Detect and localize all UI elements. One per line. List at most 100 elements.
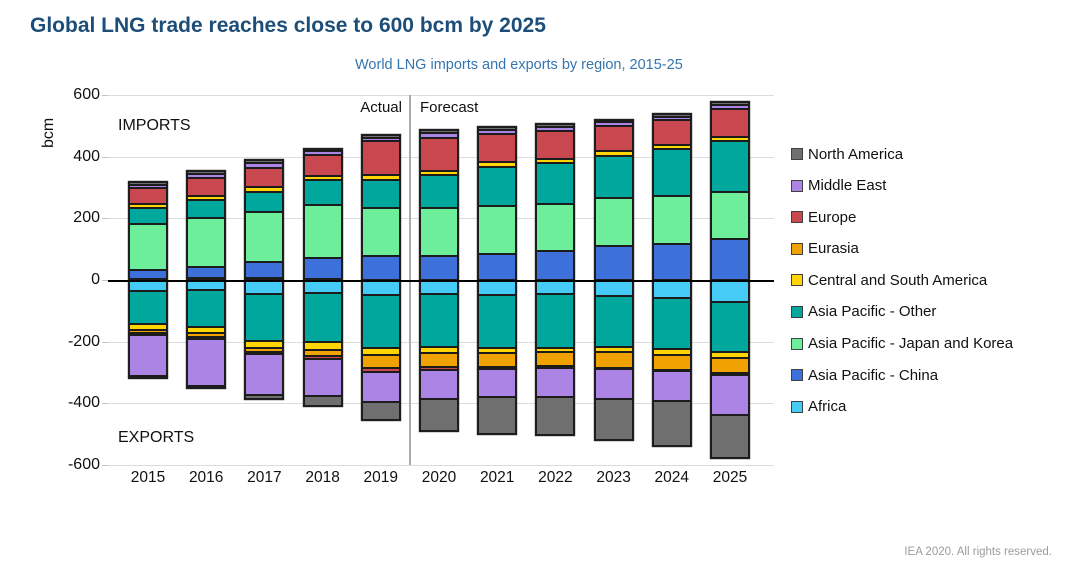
bar-segment-import [536, 163, 575, 204]
bar-segment-import [478, 206, 517, 255]
bar-segment-import [536, 127, 575, 132]
legend-item: Asia Pacific - China [791, 364, 1013, 386]
bar-segment-import [129, 188, 167, 204]
legend-swatch [791, 274, 803, 287]
bar-segment-import [594, 119, 633, 123]
legend-item: Europe [791, 206, 1013, 228]
bar-segment-export [245, 294, 284, 342]
y-tick-mark [102, 156, 108, 158]
y-axis-tick-labels: 600 400 200 0 -200 -400 -600 [0, 86, 100, 473]
bar-segment-import [594, 198, 633, 246]
bar-segment-export [478, 368, 517, 398]
bar-segment-import [303, 151, 342, 156]
bar-2019 [361, 135, 400, 421]
bar-segment-export [652, 297, 691, 349]
zero-line [108, 280, 774, 282]
legend-item: Middle East [791, 175, 1013, 197]
bar-segment-export [303, 356, 342, 359]
bar-segment-import [303, 148, 342, 152]
bar-segment-import [361, 175, 400, 180]
bar-segment-import [711, 239, 749, 280]
bar-segment-export [711, 375, 749, 415]
bar-segment-import [129, 185, 167, 189]
bar-segment-import [711, 104, 749, 109]
bar-segment-import [652, 148, 691, 197]
bar-segment-export [536, 397, 575, 435]
x-tick-label: 2017 [247, 469, 282, 486]
bar-segment-export [536, 367, 575, 398]
legend-item: North America [791, 143, 1013, 165]
x-tick-label: 2021 [479, 469, 515, 486]
bar-segment-import [187, 266, 226, 278]
page-title: Global LNG trade reaches close to 600 bc… [30, 14, 546, 37]
bar-segment-import [245, 191, 284, 212]
bar-segment-export [303, 395, 342, 407]
legend-label: Asia Pacific - China [808, 366, 939, 384]
bar-segment-export [420, 279, 458, 295]
bar-segment-import [711, 140, 749, 192]
legend-label: Asia Pacific - Japan and Korea [808, 335, 1014, 353]
bar-segment-import [652, 196, 691, 244]
bar-segment-export [245, 354, 284, 395]
x-tick-label: 2025 [712, 469, 748, 486]
bar-segment-import [245, 160, 284, 164]
bar-segment-import [245, 278, 284, 281]
legend-label: Middle East [808, 177, 887, 195]
legend-item: Asia Pacific - Other [791, 301, 1013, 323]
bar-segment-export [129, 329, 167, 333]
bar-segment-export [536, 293, 575, 348]
actual-annotation: Actual [360, 99, 402, 116]
y-tick-label: 0 [91, 271, 100, 288]
bar-segment-import [187, 195, 226, 200]
bar-segment-import [594, 245, 633, 280]
bar-segment-export [536, 347, 575, 353]
bar-segment-export [420, 370, 458, 399]
bar-segment-import [420, 130, 458, 133]
bar-segment-export [245, 341, 284, 348]
bar-segment-import [711, 191, 749, 240]
bar-segment-import [187, 177, 226, 196]
bar-segment-import [652, 243, 691, 280]
bar-2024 [652, 114, 691, 446]
bar-segment-export [536, 352, 575, 367]
bar-segment-import [420, 256, 458, 280]
bar-segment-export [245, 347, 284, 352]
y-tick-mark [102, 403, 108, 405]
bar-segment-export [303, 292, 342, 342]
bar-segment-import [652, 145, 691, 149]
bar-segment-export [361, 371, 400, 403]
bar-segment-export [129, 291, 167, 325]
bar-segment-export [711, 301, 749, 353]
bar-segment-export [187, 336, 226, 340]
bar-segment-import [536, 203, 575, 251]
bar-segment-export [594, 398, 633, 440]
bar-segment-export [129, 332, 167, 335]
bar-segment-import [478, 129, 517, 135]
bar-segment-export [187, 326, 226, 333]
legend-swatch [791, 242, 803, 255]
bar-2016 [187, 171, 226, 388]
y-tick-label: 400 [73, 147, 100, 165]
bar-segment-import [420, 174, 458, 209]
legend-item: Asia Pacific - Japan and Korea [791, 333, 1013, 355]
x-axis-tick-labels: 2015 2016 2017 2018 2019 2020 2021 2022 2023 2024… [108, 469, 774, 489]
exports-annotation: EXPORTS [118, 429, 195, 446]
bar-segment-import [303, 155, 342, 176]
bar-segment-import [187, 173, 226, 178]
forecast-annotation: Forecast [420, 99, 479, 116]
bar-segment-import [594, 122, 633, 126]
bar-2022 [536, 124, 575, 435]
bar-segment-export [187, 339, 226, 386]
bar-segment-export [129, 376, 167, 379]
bar-segment-export [420, 366, 458, 371]
bar-segment-import [536, 131, 575, 160]
bar-segment-export [245, 394, 284, 399]
copyright-notice: IEA 2020. All rights reserved. [904, 546, 1052, 558]
x-tick-label: 2019 [363, 469, 399, 486]
bar-segment-import [303, 258, 342, 280]
bar-segment-import [361, 179, 400, 209]
legend-item: Central and South America [791, 269, 1013, 291]
bar-segment-import [536, 124, 575, 128]
bar-segment-export [129, 324, 167, 330]
